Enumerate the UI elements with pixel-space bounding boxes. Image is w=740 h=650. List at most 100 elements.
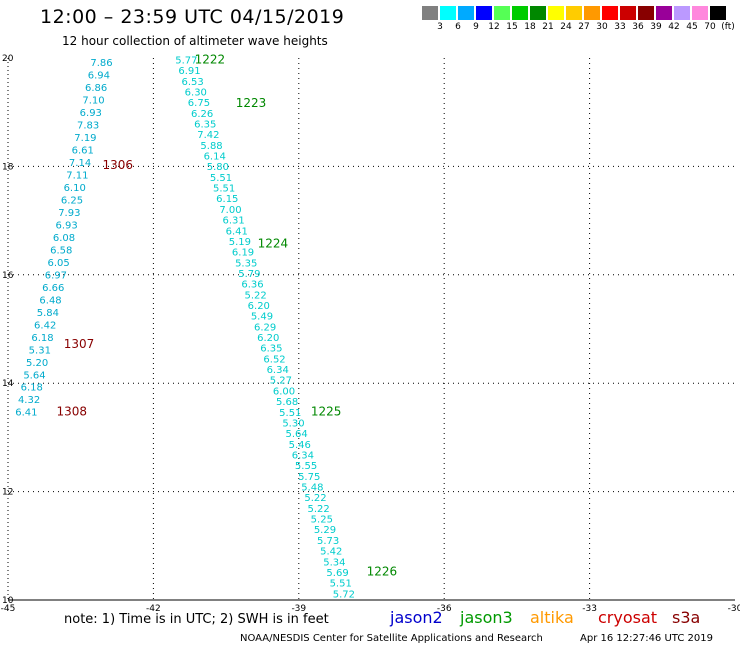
y-tick-label: 14 — [2, 379, 14, 389]
pass-labels: 1222 1223 1224 1225 1226 1306 1307 1308 — [56, 52, 397, 578]
colorbar-swatch — [566, 6, 582, 20]
satellite-altika: altika — [530, 608, 574, 627]
wave-height-value: 6.30 — [185, 87, 207, 98]
map-frame — [7, 58, 735, 601]
wave-height-value: 5.79 — [238, 269, 260, 280]
colorbar-label: 36 — [632, 22, 644, 32]
wave-height-value: 6.29 — [254, 322, 276, 333]
wave-height-value: 6.34 — [292, 450, 314, 461]
y-axis-ticks: 20 18 16 14 12 10 — [2, 54, 14, 606]
pass-label: 1225 — [311, 405, 342, 419]
colorbar-label: (ft) — [721, 22, 735, 32]
wave-height-value: 6.58 — [50, 245, 72, 256]
track-west: 7.866.946.867.106.937.837.196.617.147.11… — [15, 58, 112, 419]
colorbar-swatch — [458, 6, 474, 20]
wave-height-value: 6.48 — [39, 295, 61, 306]
wave-height-value: 5.51 — [210, 173, 232, 184]
wave-height-value: 5.30 — [282, 418, 304, 429]
colorbar-label: 45 — [686, 22, 698, 32]
wave-height-value: 6.31 — [222, 216, 244, 227]
wave-height-value: 7.11 — [66, 170, 88, 181]
wave-height-value: 5.77 — [175, 55, 197, 66]
wave-height-value: 6.08 — [53, 233, 75, 244]
wave-height-value: 6.61 — [72, 146, 94, 157]
wave-height-value: 5.25 — [311, 515, 333, 526]
pass-label: 1222 — [195, 52, 226, 66]
y-tick-label: 18 — [2, 162, 14, 172]
wave-height-value: 5.51 — [279, 408, 301, 419]
colorbar-label: 24 — [560, 22, 572, 32]
wave-height-value: 6.75 — [188, 98, 210, 109]
colorbar-swatch — [548, 6, 564, 20]
x-tick-label: -39 — [291, 604, 306, 614]
note-text: note: 1) Time is in UTC; 2) SWH is in fe… — [64, 612, 329, 627]
wave-height-value: 6.53 — [182, 77, 204, 88]
wave-height-value: 6.18 — [31, 333, 53, 344]
wave-height-value: 5.22 — [245, 290, 267, 301]
wave-height-value: 5.29 — [314, 525, 336, 536]
wave-height-value: 6.86 — [85, 83, 107, 94]
credit-text: NOAA/NESDIS Center for Satellite Applica… — [240, 633, 543, 644]
wave-height-value: 5.51 — [213, 184, 235, 195]
wave-height-value: 7.14 — [69, 158, 91, 169]
x-tick-label: -30 — [728, 604, 740, 614]
wave-height-value: 6.97 — [45, 270, 67, 281]
colorbar-label: 33 — [614, 22, 626, 32]
wave-height-value: 5.20 — [26, 358, 48, 369]
wave-height-value: 6.91 — [178, 66, 200, 77]
wave-height-value: 5.80 — [207, 162, 229, 173]
colorbar-swatch — [710, 6, 726, 20]
colorbar-label: 39 — [650, 22, 662, 32]
wave-height-value: 6.25 — [61, 195, 83, 206]
wave-height-value: 5.31 — [29, 345, 51, 356]
satellite-s3a: s3a — [672, 608, 701, 627]
wave-height-value: 5.84 — [37, 308, 59, 319]
wave-height-value: 5.64 — [23, 370, 45, 381]
wave-height-value: 6.35 — [260, 344, 282, 355]
wave-height-value: 7.00 — [219, 205, 241, 216]
wave-height-value: 5.69 — [326, 568, 348, 579]
colorbar-swatch — [692, 6, 708, 20]
wave-height-value: 6.15 — [216, 194, 238, 205]
wave-height-value: 6.34 — [267, 365, 289, 376]
colorbar-swatch — [512, 6, 528, 20]
wave-height-value: 6.19 — [232, 248, 254, 259]
colorbar-swatch — [476, 6, 492, 20]
colorbar-swatch — [674, 6, 690, 20]
wave-height-value: 5.34 — [323, 557, 345, 568]
wave-height-value: 5.48 — [301, 483, 323, 494]
pass-label: 1306 — [103, 158, 134, 172]
wave-height-value: 5.19 — [229, 237, 251, 248]
colorbar-swatch — [602, 6, 618, 20]
colorbar-label: 21 — [542, 22, 554, 32]
pass-label: 1224 — [258, 237, 289, 251]
wave-height-value: 7.19 — [74, 133, 96, 144]
x-axis-ticks: -45 -42 -39 -36 -33 -30 — [1, 604, 740, 614]
wave-height-value: 6.20 — [257, 333, 279, 344]
wave-height-value: 5.51 — [330, 579, 352, 590]
wave-height-value: 4.32 — [18, 395, 40, 406]
wave-height-value: 6.00 — [273, 386, 295, 397]
wave-height-value: 7.42 — [197, 130, 219, 141]
wave-height-value: 7.93 — [58, 208, 80, 219]
wave-height-value: 6.20 — [248, 301, 270, 312]
wave-height-value: 6.18 — [21, 383, 43, 394]
colorbar-swatch — [494, 6, 510, 20]
y-tick-label: 20 — [2, 54, 14, 64]
colorbar-swatch — [530, 6, 546, 20]
wave-height-value: 5.49 — [251, 312, 273, 323]
wave-height-value: 5.22 — [308, 504, 330, 515]
colorbar-label: 12 — [488, 22, 500, 32]
wave-height-value: 6.26 — [191, 109, 213, 120]
x-tick-label: -33 — [582, 604, 597, 614]
pass-label: 1226 — [367, 565, 398, 579]
colorbar-swatch — [656, 6, 672, 20]
wave-height-tracks: 7.866.946.867.106.937.837.196.617.147.11… — [15, 55, 355, 600]
x-tick-label: -36 — [437, 604, 452, 614]
wave-height-value: 5.22 — [304, 493, 326, 504]
satellite-jason2: jason2 — [390, 608, 443, 627]
wave-height-value: 6.66 — [42, 283, 64, 294]
track-east: 5.776.916.536.306.756.266.357.425.886.14… — [175, 55, 355, 600]
wave-height-value: 5.46 — [289, 440, 311, 451]
satellite-jason3: jason3 — [460, 608, 513, 627]
